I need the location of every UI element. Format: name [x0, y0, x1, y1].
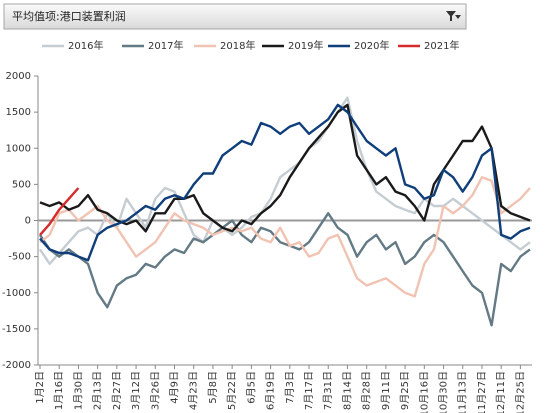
x-tick-label: 9月11日	[380, 371, 392, 410]
x-tick-label: 10月30日	[438, 371, 450, 413]
y-tick-label: -1000	[2, 288, 31, 299]
x-tick-label: 8月14日	[341, 371, 353, 410]
series-line	[39, 176, 531, 298]
series-line	[39, 187, 80, 236]
x-tick-label: 4月23日	[188, 371, 200, 410]
x-tick-label: 9月25日	[399, 371, 411, 410]
dropdown-arrow[interactable]	[455, 15, 461, 19]
x-tick-label: 1月2日	[34, 371, 46, 404]
y-tick-label: -2000	[2, 360, 31, 371]
x-tick-label: 7月31日	[322, 371, 334, 410]
y-tick-label: -500	[8, 252, 31, 263]
x-tick-label: 11月27日	[476, 371, 488, 413]
filter-box[interactable]	[3, 3, 467, 30]
x-tick-label: 3月26日	[149, 371, 161, 410]
y-tick-label: 1500	[6, 107, 31, 118]
y-tick-label: -1500	[2, 324, 31, 335]
x-tick-label: 6月5日	[245, 371, 257, 404]
x-tick-label: 2月27日	[111, 371, 123, 410]
x-tick-label: 6月19日	[265, 371, 277, 410]
x-tick-label: 1月16日	[53, 371, 65, 410]
legend-label: 2016年	[68, 39, 103, 52]
x-tick-label: 8月28日	[361, 371, 373, 410]
filter-label: 平均值项:港口装置利润	[12, 9, 126, 23]
x-tick-label: 2月13日	[92, 371, 104, 410]
series-line	[39, 103, 531, 233]
x-tick-label: 12月11日	[495, 371, 507, 413]
x-tick-label: 4月9日	[169, 371, 181, 404]
x-tick-label: 10月16日	[418, 371, 430, 413]
x-tick-label: 7月17日	[303, 371, 315, 410]
y-tick-label: 1000	[6, 143, 31, 154]
x-tick-label: 5月8日	[207, 371, 219, 404]
filter-button[interactable]: 平均值项:港口装置利润	[3, 3, 467, 30]
y-tick-label: 2000	[6, 71, 31, 82]
x-tick-label: 3月12日	[130, 371, 142, 410]
x-tick-label: 12月25日	[514, 371, 526, 413]
series-line	[39, 103, 531, 262]
x-tick-label: 7月3日	[284, 371, 296, 404]
series-line	[38, 212, 531, 327]
filter-icon[interactable]	[446, 11, 456, 21]
legend-label: 2020年	[354, 39, 389, 52]
x-tick-label: 1月30日	[72, 371, 84, 410]
x-tick-label: 5月22日	[226, 371, 238, 410]
legend-label: 2019年	[288, 39, 323, 52]
legend-label: 2017年	[148, 39, 183, 52]
legend-label: 2021年	[424, 39, 459, 52]
y-tick-label: 500	[12, 179, 31, 190]
y-tick-label: 0	[25, 216, 31, 227]
series-line	[38, 96, 531, 266]
legend-label: 2018年	[220, 39, 255, 52]
x-tick-label: 11月13日	[457, 371, 469, 413]
